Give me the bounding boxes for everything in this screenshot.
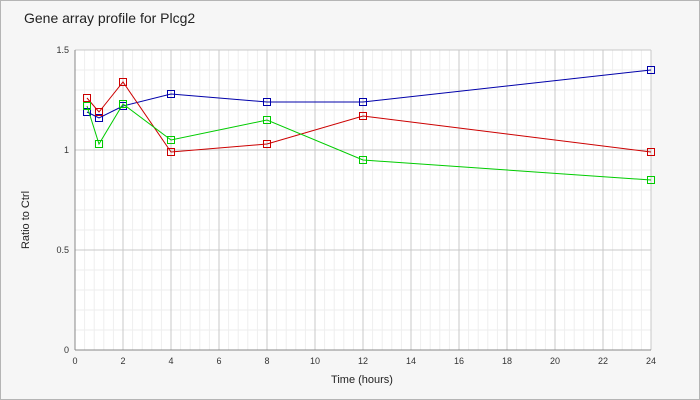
data-point bbox=[83, 94, 91, 102]
x-tick-label: 0 bbox=[72, 356, 77, 366]
data-point bbox=[119, 78, 127, 86]
x-tick-label: 14 bbox=[406, 356, 416, 366]
data-point bbox=[263, 140, 271, 148]
y-tick-label: 0 bbox=[64, 345, 69, 355]
series-line bbox=[86, 103, 652, 181]
data-point bbox=[167, 90, 175, 98]
data-point bbox=[83, 102, 91, 110]
x-tick-label: 20 bbox=[550, 356, 560, 366]
data-point bbox=[647, 66, 655, 74]
data-point bbox=[647, 148, 655, 156]
data-point bbox=[167, 148, 175, 156]
data-point bbox=[95, 108, 103, 116]
x-tick-label: 18 bbox=[502, 356, 512, 366]
y-tick-label: 1 bbox=[64, 145, 69, 155]
series-line bbox=[86, 69, 652, 119]
x-tick-label: 8 bbox=[264, 356, 269, 366]
x-tick-label: 24 bbox=[646, 356, 656, 366]
data-point bbox=[95, 140, 103, 148]
data-point bbox=[119, 100, 127, 108]
y-tick-label: 1.5 bbox=[56, 45, 69, 55]
data-point bbox=[167, 136, 175, 144]
x-tick-label: 10 bbox=[310, 356, 320, 366]
data-point bbox=[83, 108, 91, 116]
data-point bbox=[359, 112, 367, 120]
x-tick-label: 2 bbox=[120, 356, 125, 366]
x-tick-label: 12 bbox=[358, 356, 368, 366]
data-point bbox=[263, 98, 271, 106]
x-tick-label: 16 bbox=[454, 356, 464, 366]
x-axis-label: Time (hours) bbox=[331, 374, 393, 386]
x-tick-label: 4 bbox=[168, 356, 173, 366]
data-point bbox=[647, 176, 655, 184]
data-point bbox=[359, 98, 367, 106]
data-point bbox=[95, 114, 103, 122]
series-line bbox=[86, 81, 652, 153]
y-tick-label: 0.5 bbox=[56, 245, 69, 255]
x-tick-label: 6 bbox=[216, 356, 221, 366]
data-point bbox=[263, 116, 271, 124]
x-tick-label: 22 bbox=[598, 356, 608, 366]
data-point bbox=[359, 156, 367, 164]
chart-title: Gene array profile for Plcg2 bbox=[24, 10, 196, 26]
